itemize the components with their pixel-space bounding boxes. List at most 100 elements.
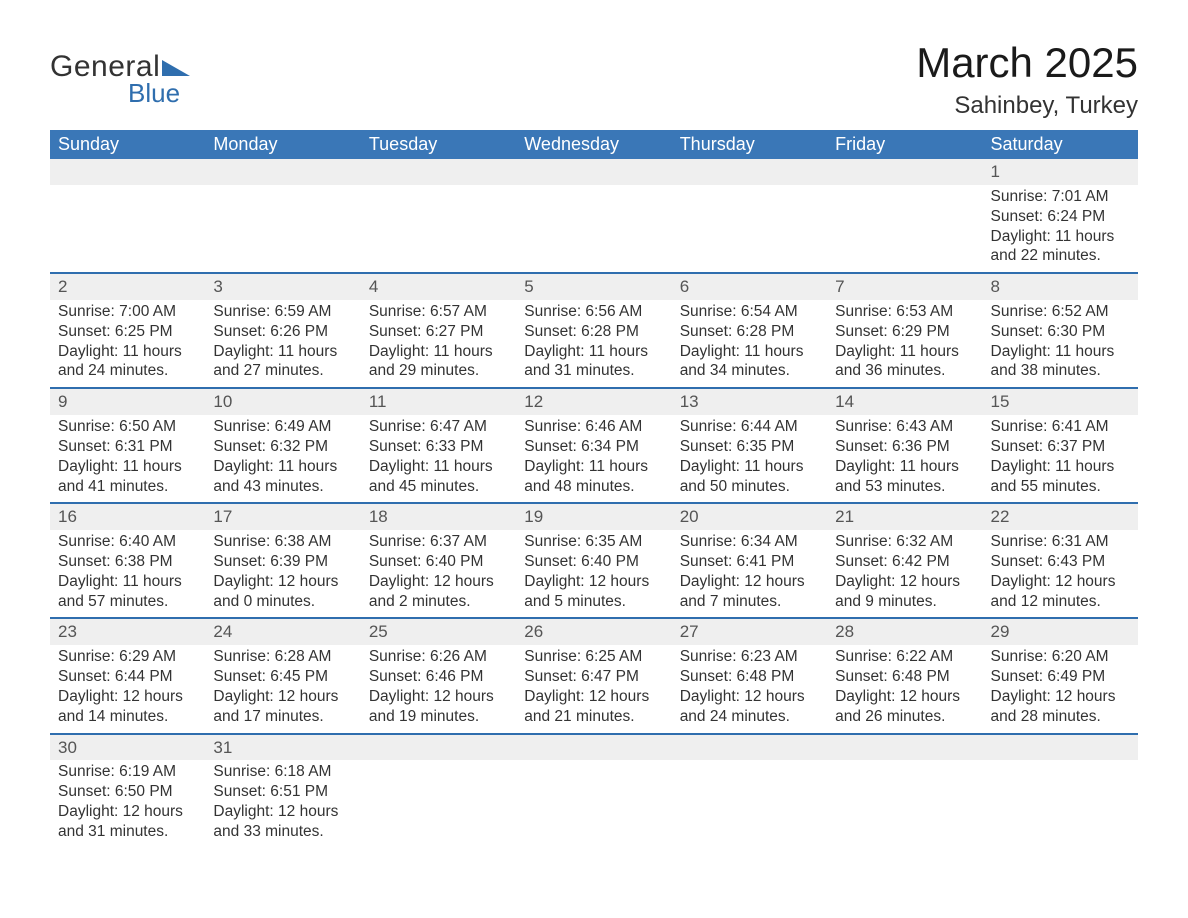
sunrise-text: Sunrise: 6:46 AM [524, 417, 663, 437]
sunrise-text: Sunrise: 6:28 AM [213, 647, 352, 667]
sunrise-text: Sunrise: 6:25 AM [524, 647, 663, 667]
logo: General Blue [50, 50, 190, 109]
day-detail-row: Sunrise: 6:29 AMSunset: 6:44 PMDaylight:… [50, 645, 1138, 733]
day-number: 13 [672, 388, 827, 415]
daylight-text-line1: Daylight: 11 hours [213, 342, 352, 362]
sunrise-text: Sunrise: 6:59 AM [213, 302, 352, 322]
sunset-text: Sunset: 6:32 PM [213, 437, 352, 457]
day-cell: Sunrise: 7:00 AMSunset: 6:25 PMDaylight:… [50, 300, 205, 388]
sunrise-text: Sunrise: 6:50 AM [58, 417, 197, 437]
daylight-text-line1: Daylight: 12 hours [213, 802, 352, 822]
sunrise-text: Sunrise: 6:53 AM [835, 302, 974, 322]
daylight-text-line2: and 48 minutes. [524, 477, 663, 497]
daylight-text-line2: and 22 minutes. [991, 246, 1130, 266]
sunset-text: Sunset: 6:36 PM [835, 437, 974, 457]
daylight-text-line1: Daylight: 11 hours [213, 457, 352, 477]
day-number: 22 [983, 503, 1138, 530]
daylight-text-line1: Daylight: 12 hours [213, 687, 352, 707]
sunrise-text: Sunrise: 6:34 AM [680, 532, 819, 552]
day-cell: Sunrise: 6:28 AMSunset: 6:45 PMDaylight:… [205, 645, 360, 733]
day-cell: Sunrise: 6:32 AMSunset: 6:42 PMDaylight:… [827, 530, 982, 618]
daylight-text-line2: and 33 minutes. [213, 822, 352, 842]
daylight-text-line1: Daylight: 11 hours [835, 342, 974, 362]
day-cell: Sunrise: 6:53 AMSunset: 6:29 PMDaylight:… [827, 300, 982, 388]
sunset-text: Sunset: 6:50 PM [58, 782, 197, 802]
day-cell: Sunrise: 6:18 AMSunset: 6:51 PMDaylight:… [205, 760, 360, 847]
sunset-text: Sunset: 6:35 PM [680, 437, 819, 457]
day-number: 9 [50, 388, 205, 415]
daylight-text-line1: Daylight: 12 hours [213, 572, 352, 592]
daylight-text-line2: and 17 minutes. [213, 707, 352, 727]
logo-text-blue: Blue [128, 78, 190, 109]
day-cell [672, 760, 827, 847]
day-cell [827, 185, 982, 273]
day-number: 5 [516, 273, 671, 300]
sunrise-text: Sunrise: 7:01 AM [991, 187, 1130, 207]
sunrise-text: Sunrise: 6:32 AM [835, 532, 974, 552]
day-cell [516, 760, 671, 847]
day-number: 3 [205, 273, 360, 300]
sunset-text: Sunset: 6:44 PM [58, 667, 197, 687]
daylight-text-line2: and 31 minutes. [524, 361, 663, 381]
sunset-text: Sunset: 6:25 PM [58, 322, 197, 342]
daylight-text-line2: and 28 minutes. [991, 707, 1130, 727]
calendar-table: Sunday Monday Tuesday Wednesday Thursday… [50, 130, 1138, 847]
daylight-text-line2: and 14 minutes. [58, 707, 197, 727]
sunrise-text: Sunrise: 6:38 AM [213, 532, 352, 552]
sunrise-text: Sunrise: 6:26 AM [369, 647, 508, 667]
day-number [516, 159, 671, 185]
day-number [983, 734, 1138, 761]
day-cell [205, 185, 360, 273]
day-cell: Sunrise: 6:19 AMSunset: 6:50 PMDaylight:… [50, 760, 205, 847]
day-number: 10 [205, 388, 360, 415]
sunrise-text: Sunrise: 6:35 AM [524, 532, 663, 552]
day-number: 20 [672, 503, 827, 530]
daylight-text-line1: Daylight: 11 hours [58, 572, 197, 592]
day-cell: Sunrise: 6:56 AMSunset: 6:28 PMDaylight:… [516, 300, 671, 388]
sunrise-text: Sunrise: 6:54 AM [680, 302, 819, 322]
day-number-row: 16171819202122 [50, 503, 1138, 530]
sunset-text: Sunset: 6:42 PM [835, 552, 974, 572]
day-cell: Sunrise: 6:52 AMSunset: 6:30 PMDaylight:… [983, 300, 1138, 388]
sunset-text: Sunset: 6:33 PM [369, 437, 508, 457]
day-number [205, 159, 360, 185]
sunset-text: Sunset: 6:26 PM [213, 322, 352, 342]
sunrise-text: Sunrise: 6:31 AM [991, 532, 1130, 552]
day-cell: Sunrise: 6:37 AMSunset: 6:40 PMDaylight:… [361, 530, 516, 618]
sunrise-text: Sunrise: 6:49 AM [213, 417, 352, 437]
day-number [672, 734, 827, 761]
sunset-text: Sunset: 6:49 PM [991, 667, 1130, 687]
daylight-text-line2: and 45 minutes. [369, 477, 508, 497]
daylight-text-line2: and 7 minutes. [680, 592, 819, 612]
daylight-text-line2: and 31 minutes. [58, 822, 197, 842]
daylight-text-line1: Daylight: 11 hours [680, 342, 819, 362]
day-number: 15 [983, 388, 1138, 415]
day-number: 14 [827, 388, 982, 415]
sunset-text: Sunset: 6:43 PM [991, 552, 1130, 572]
sunrise-text: Sunrise: 7:00 AM [58, 302, 197, 322]
sunrise-text: Sunrise: 6:44 AM [680, 417, 819, 437]
daylight-text-line2: and 43 minutes. [213, 477, 352, 497]
daylight-text-line1: Daylight: 11 hours [58, 457, 197, 477]
daylight-text-line1: Daylight: 12 hours [991, 687, 1130, 707]
day-cell: Sunrise: 6:59 AMSunset: 6:26 PMDaylight:… [205, 300, 360, 388]
daylight-text-line1: Daylight: 11 hours [369, 457, 508, 477]
daylight-text-line1: Daylight: 11 hours [991, 227, 1130, 247]
day-number: 28 [827, 618, 982, 645]
daylight-text-line1: Daylight: 12 hours [835, 687, 974, 707]
day-detail-row: Sunrise: 7:00 AMSunset: 6:25 PM Daylight:… [50, 300, 1138, 388]
day-number: 6 [672, 273, 827, 300]
day-number: 2 [50, 273, 205, 300]
day-cell: Sunrise: 6:40 AMSunset: 6:38 PMDaylight:… [50, 530, 205, 618]
sunset-text: Sunset: 6:31 PM [58, 437, 197, 457]
day-cell: Sunrise: 6:31 AMSunset: 6:43 PMDaylight:… [983, 530, 1138, 618]
day-cell: Sunrise: 6:29 AMSunset: 6:44 PMDaylight:… [50, 645, 205, 733]
day-number: 11 [361, 388, 516, 415]
day-cell [983, 760, 1138, 847]
day-cell: Sunrise: 6:20 AMSunset: 6:49 PMDaylight:… [983, 645, 1138, 733]
day-number: 21 [827, 503, 982, 530]
calendar-header-row: Sunday Monday Tuesday Wednesday Thursday… [50, 130, 1138, 159]
day-cell: Sunrise: 6:23 AMSunset: 6:48 PMDaylight:… [672, 645, 827, 733]
daylight-text-line1: Daylight: 12 hours [369, 687, 508, 707]
weekday-header: Tuesday [361, 130, 516, 159]
